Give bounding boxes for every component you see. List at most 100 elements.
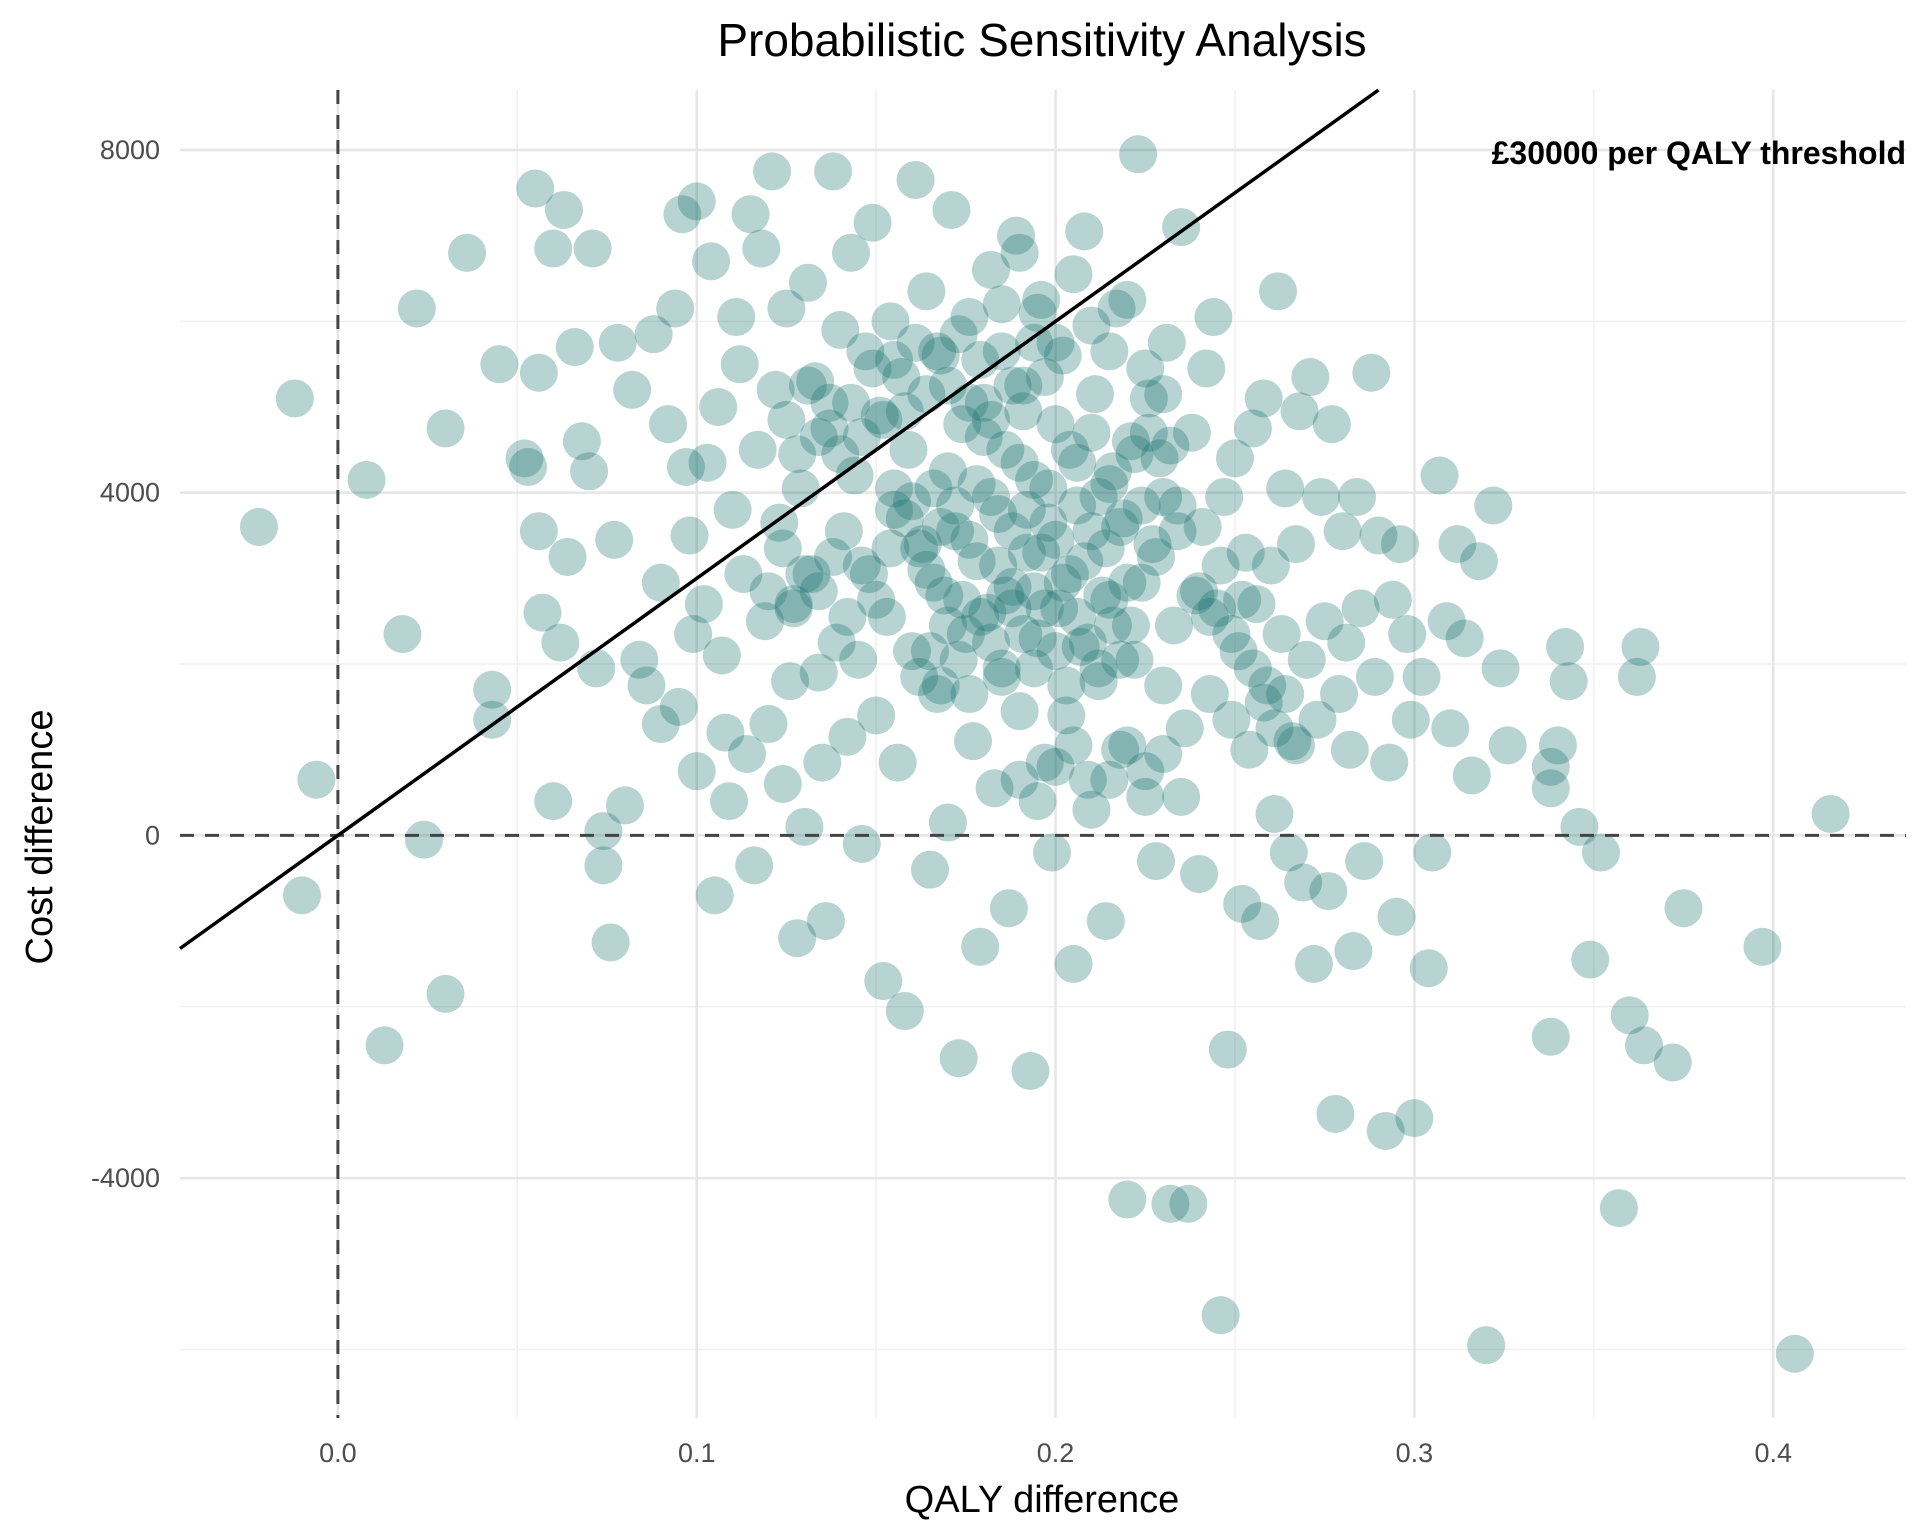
scatter-point [1015,460,1054,499]
scatter-point [649,405,688,444]
scatter-point [1007,533,1046,572]
scatter-point [1276,525,1315,564]
scatter-point [1137,842,1176,881]
scatter-point [1093,606,1132,645]
scatter-point [993,512,1032,551]
scatter-point [1018,293,1057,332]
scatter-point [1000,692,1039,731]
scatter-point [1072,306,1111,345]
scatter-point [1775,1334,1814,1373]
scatter-point [1223,884,1262,923]
scatter-point [548,537,587,576]
scatter-point [810,409,849,448]
scatter-point [799,417,838,456]
scatter-point [1341,589,1380,628]
scatter-point [918,332,957,371]
scatter-point [1359,516,1398,555]
scatter-point [767,289,806,328]
scatter-point [1355,657,1394,696]
scatter-point [702,636,741,675]
scatter-point [1445,619,1484,658]
threshold-label: £30000 per QALY threshold [1492,135,1906,171]
scatter-point [989,889,1028,928]
scatter-point [620,640,659,679]
scatter-point [814,537,853,576]
scatter-point [1488,726,1527,765]
scatter-point [975,769,1014,808]
scatter-point [1065,212,1104,251]
x-tick-label: 0.2 [1037,1438,1075,1468]
scatter-point [1431,709,1470,748]
scatter-point [1068,623,1107,662]
scatter-point [1370,743,1409,782]
scatter-point [1158,512,1197,551]
scatter-point [577,649,616,688]
scatter-point [1004,392,1043,431]
scatter-point [1334,932,1373,971]
scatter-point [1621,627,1660,666]
y-axis-label: Cost difference [19,710,61,965]
scatter-point [1058,443,1097,482]
scatter-point [1180,854,1219,893]
scatter-point [365,1026,404,1065]
scatter-point [1015,323,1054,362]
scatter-point [1312,405,1351,444]
scatter-point [1151,426,1190,465]
scatter-point [1549,662,1588,701]
scatter-point [699,388,738,427]
threshold-line [178,88,1380,950]
scatter-point [1151,1184,1190,1223]
scatter-point [1029,469,1068,508]
scatter-point [799,653,838,692]
scatter-point [1025,743,1064,782]
scatter-point [939,1039,978,1078]
scatter-point [735,846,774,885]
scatter-point [473,700,512,739]
scatter-point [1230,730,1269,769]
scatter-point [846,332,885,371]
scatter-point [1018,619,1057,658]
scatter-point [641,563,680,602]
scatter-point [1219,632,1258,671]
scatter-point [806,902,845,941]
scatter-point [745,602,784,641]
scatter-point [753,152,792,191]
scatter-point [297,760,336,799]
scatter-point [1273,722,1312,761]
scatter-point [1581,833,1620,872]
scatter-point [1546,627,1585,666]
scatter-point [1653,1043,1692,1082]
scatter-point [871,302,910,341]
scatter-point [688,443,727,482]
scatter-point [724,555,763,594]
scatter-point [979,495,1018,534]
scatter-point [957,542,996,581]
scatter-point [907,550,946,589]
scatter-point [634,315,673,354]
scatter-point [742,229,781,268]
scatter-point [792,555,831,594]
scatter-point [1172,413,1211,452]
scatter-point [1467,1326,1506,1365]
scatter-point [982,285,1021,324]
scatter-point [961,927,1000,966]
scatter-point [1427,602,1466,641]
scatter-point [1366,1111,1405,1150]
scatter-point [706,713,745,752]
scatter-point [925,576,964,615]
scatter-point [480,345,519,384]
scatter-point [1047,666,1086,705]
scatter-point [1144,735,1183,773]
scatter-point [1115,435,1154,474]
scatter-point [555,328,594,367]
scatter-point [971,250,1010,289]
scatter-point [1610,996,1649,1035]
scatter-point [1169,1184,1208,1223]
scatter-point [971,400,1010,439]
scatter-point [1190,597,1229,636]
scatter-point [839,640,878,679]
scatter-point [448,233,487,272]
scatter-point [1625,1026,1664,1065]
scatter-point [1043,336,1082,375]
scatter-point [907,272,946,311]
